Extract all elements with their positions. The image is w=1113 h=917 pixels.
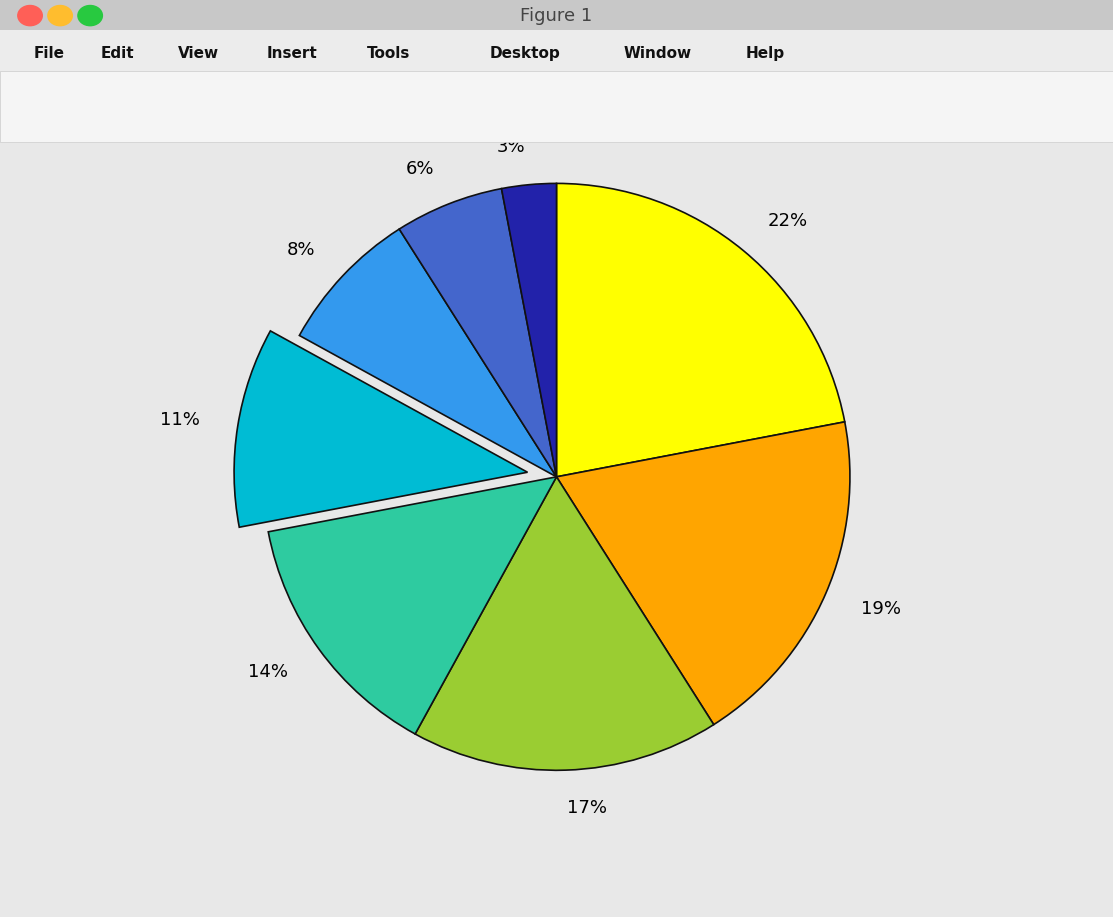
Text: File: File (33, 46, 65, 61)
Text: 6%: 6% (406, 160, 434, 178)
Text: Edit: Edit (100, 46, 134, 61)
Wedge shape (556, 183, 845, 477)
Text: Tools: Tools (367, 46, 411, 61)
Title: Ellen's Sample Pie Chart: Ellen's Sample Pie Chart (413, 73, 700, 94)
Wedge shape (299, 229, 556, 477)
Text: Help: Help (746, 46, 785, 61)
Text: Figure 1: Figure 1 (521, 6, 592, 25)
Wedge shape (234, 331, 528, 527)
Text: 17%: 17% (567, 800, 607, 817)
Wedge shape (268, 477, 556, 734)
Wedge shape (556, 422, 850, 724)
Text: 11%: 11% (160, 412, 200, 429)
Text: 14%: 14% (248, 663, 288, 680)
Text: 8%: 8% (286, 241, 315, 259)
Text: 22%: 22% (768, 213, 808, 230)
Text: 19%: 19% (860, 600, 900, 617)
Text: View: View (178, 46, 219, 61)
Text: 3%: 3% (496, 138, 525, 156)
Wedge shape (400, 189, 556, 477)
Wedge shape (415, 477, 713, 770)
Text: Desktop: Desktop (490, 46, 561, 61)
Text: Window: Window (623, 46, 691, 61)
Wedge shape (502, 183, 556, 477)
Text: Insert: Insert (267, 46, 318, 61)
